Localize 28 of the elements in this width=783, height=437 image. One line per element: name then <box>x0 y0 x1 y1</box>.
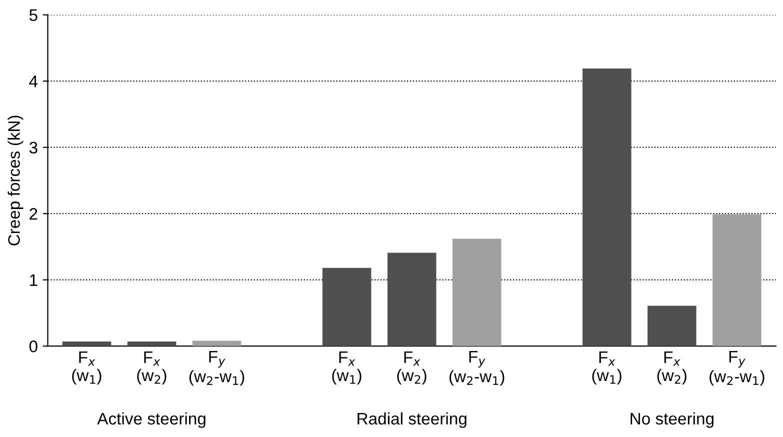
x-tick-label: F$_{x}$ (w$_{1}$) <box>72 352 102 384</box>
x-tick-label: F$_{x}$ (w$_{2}$) <box>397 352 426 384</box>
x-tick-label: F$_{x}$ (w$_{1}$) <box>332 352 362 384</box>
y-tick-label: 1 <box>30 274 38 286</box>
bar <box>322 268 372 346</box>
text: Active steering <box>97 412 206 428</box>
x-tick-label: F$_{y}$ (w$_{2}$-w$_{1}$) <box>449 350 504 386</box>
bar <box>648 306 696 346</box>
y-tick-label: 5 <box>29 9 38 22</box>
bar <box>62 341 112 346</box>
x-tick-label: F$_{y}$ (w$_{2}$-w$_{1}$) <box>189 350 244 386</box>
bar <box>127 341 176 346</box>
y-axis-title: Creep forces (kN) <box>8 116 24 246</box>
y-tick-label: 4 <box>29 76 38 88</box>
bar <box>712 214 762 346</box>
x-tick-label: F$_{y}$ (w$_{2}$-w$_{1}$) <box>710 350 764 386</box>
text: No steering <box>630 412 714 428</box>
bar <box>452 238 502 346</box>
bar <box>582 68 632 346</box>
bar <box>192 340 242 346</box>
y-tick-label: 0 <box>29 340 38 352</box>
bar <box>387 252 436 346</box>
x-tick-label: F$_{x}$ (w$_{1}$) <box>592 352 622 384</box>
text: Radial steering <box>358 412 466 428</box>
y-tick-label: 2 <box>30 208 38 220</box>
y-tick-label: 3 <box>29 142 38 154</box>
x-tick-label: F$_{x}$ (w$_{2}$) <box>657 352 686 384</box>
x-tick-label: F$_{x}$ (w$_{2}$) <box>137 352 166 384</box>
